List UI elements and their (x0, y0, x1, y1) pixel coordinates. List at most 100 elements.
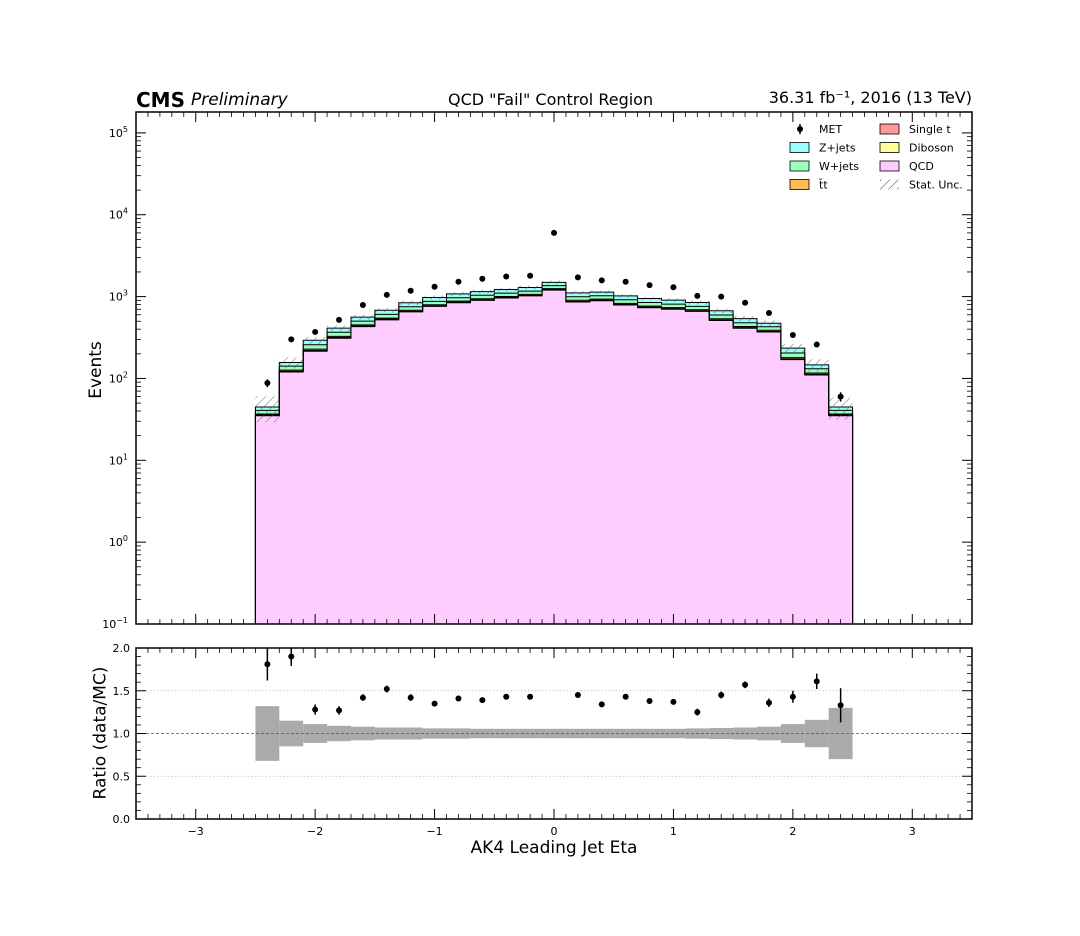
bar-t-t-20 (733, 326, 758, 328)
ratio-point-18 (718, 692, 725, 699)
ratio-y-tick-label: 2.0 (113, 642, 131, 655)
stat-unc-band-14 (589, 290, 614, 294)
bar-qcd-6 (398, 311, 423, 624)
bar-t-t-5 (374, 318, 399, 320)
x-tick-label: −1 (426, 825, 442, 838)
data-point-21 (765, 310, 772, 317)
ratio-point-11 (527, 693, 534, 700)
bar-t-t-22 (780, 357, 805, 359)
legend-label: t̄t (818, 178, 828, 191)
main-plot-area: 10−1 100 101 102 103 104 105 (102, 111, 973, 631)
bar-qcd-1 (279, 371, 304, 624)
bar-t-t-15 (613, 303, 638, 305)
stat-unc-band-23 (804, 359, 829, 372)
y-tick-label-main: 104 (109, 207, 128, 222)
legend: MET Single t Z+jets Diboson W+jets QCD t̄t Stat… (789, 123, 963, 192)
mc-unc-band-7 (422, 728, 447, 739)
bar-t-t-4 (350, 324, 375, 326)
data-point-19 (718, 293, 725, 300)
stat-unc-band-15 (613, 294, 638, 298)
stat-unc-band-5 (374, 308, 399, 313)
data-point-22 (789, 331, 796, 338)
bar-qcd-24 (828, 415, 853, 624)
legend-swatch-t-t (789, 179, 810, 190)
data-point-18 (694, 292, 701, 299)
bar-qcd-17 (661, 309, 686, 624)
ratio-point-1 (288, 653, 295, 660)
stat-unc-band-16 (637, 296, 662, 301)
bar-t-t-21 (757, 330, 781, 332)
ratio-point-7 (431, 700, 438, 707)
bar-z-jets-9 (470, 291, 495, 296)
x-tick-label: 3 (909, 825, 916, 838)
bar-w-jets-18 (685, 306, 710, 310)
bar-t-t-14 (589, 299, 614, 301)
bar-w-jets-6 (398, 306, 423, 311)
data-point-23 (813, 341, 820, 348)
x-tick-label: 2 (789, 825, 796, 838)
ratio-point-15 (646, 698, 653, 705)
mc-unc-band-16 (637, 728, 662, 739)
ratio-point-3 (336, 707, 343, 714)
stat-unc-band-21 (757, 320, 781, 327)
ratio-point-23 (837, 702, 844, 709)
mc-unc-band-24 (828, 707, 853, 760)
stat-unc-band-9 (470, 289, 495, 294)
status-label: Preliminary (191, 90, 288, 110)
ratio-point-12 (574, 692, 581, 699)
bar-w-jets-12 (542, 285, 566, 289)
data-point-14 (598, 277, 605, 284)
data-point-20 (742, 299, 749, 306)
bar-qcd-11 (518, 295, 543, 624)
data-point-6 (407, 287, 414, 294)
x-tick-label: −3 (188, 825, 204, 838)
ratio-point-14 (622, 693, 629, 700)
data-point-24 (837, 393, 844, 400)
bar-z-jets-8 (446, 293, 471, 298)
mc-unc-band-11 (518, 728, 543, 739)
ratio-point-10 (503, 693, 510, 700)
ratio-point-19 (742, 681, 749, 688)
ratio-point-0 (264, 661, 271, 668)
ratio-point-17 (694, 709, 701, 716)
bar-z-jets-15 (613, 295, 638, 300)
data-point-17 (670, 284, 677, 291)
bar-qcd-15 (613, 304, 638, 624)
stat-unc-band-19 (709, 308, 734, 313)
y-axis-label-events: Events (85, 341, 106, 399)
bar-t-t-10 (494, 296, 519, 298)
bar-qcd-13 (565, 301, 590, 624)
bar-t-t-9 (470, 298, 495, 300)
legend-label: Diboson (909, 142, 954, 155)
bar-qcd-12 (542, 290, 566, 624)
mc-unc-band-6 (398, 727, 423, 740)
bar-qcd-22 (780, 359, 805, 624)
ratio-point-16 (670, 698, 677, 705)
stat-unc-band-1 (279, 357, 304, 369)
bar-w-jets-22 (780, 353, 805, 358)
bar-t-t-2 (303, 349, 328, 351)
mc-unc-band-2 (303, 724, 328, 743)
bar-qcd-8 (446, 302, 471, 624)
data-point-0 (264, 379, 271, 386)
stat-unc-band-6 (398, 300, 423, 305)
y-tick-label-main: 105 (109, 125, 128, 140)
y-tick-label-main: 103 (109, 289, 128, 304)
bar-qcd-16 (637, 307, 662, 624)
bar-w-jets-8 (446, 297, 471, 302)
ratio-point-5 (383, 686, 390, 693)
experiment-label: CMS (136, 88, 185, 112)
data-point-1 (288, 336, 295, 343)
bar-qcd-19 (709, 320, 734, 624)
legend-swatch-w-jets (789, 160, 810, 172)
bar-w-jets-11 (518, 291, 543, 295)
bar-qcd-0 (255, 415, 280, 624)
bar-t-t-3 (327, 336, 351, 338)
bar-qcd-21 (757, 331, 781, 624)
bar-qcd-4 (350, 326, 375, 624)
stat-unc-band-2 (303, 336, 328, 344)
data-point-9 (479, 275, 486, 282)
data-point-10 (503, 273, 510, 280)
bar-w-jets-20 (733, 322, 758, 327)
